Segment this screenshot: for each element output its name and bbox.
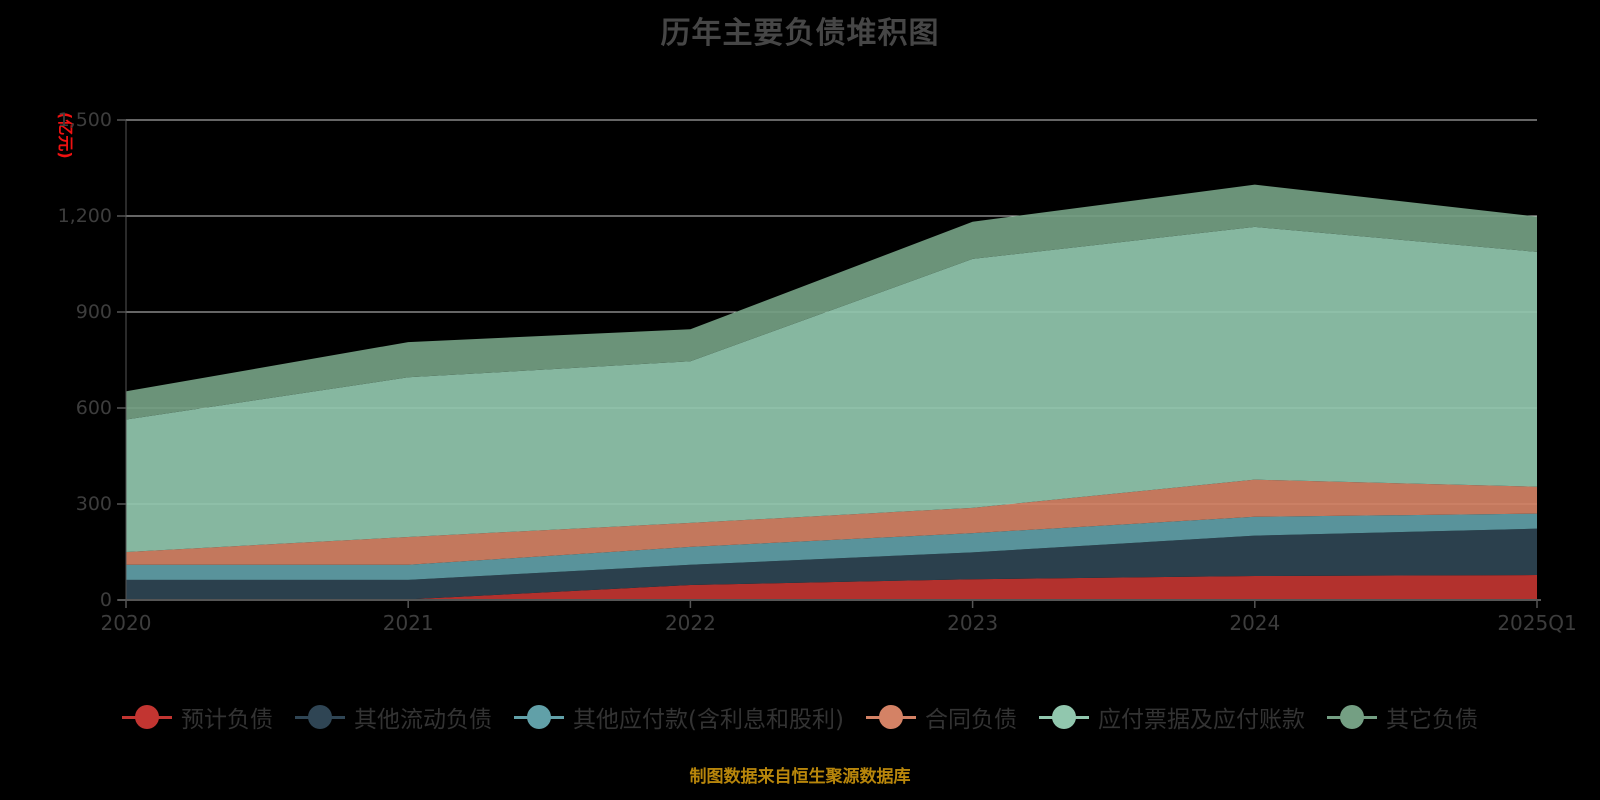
legend-line-circle-icon	[295, 704, 346, 730]
y-tick-label-1,500: 1,500	[57, 109, 112, 131]
legend-item-其他应付款(含利息和股利)[interactable]: 其他应付款(含利息和股利)	[514, 700, 844, 734]
area-series-其他应付款(含利息和股利)	[126, 513, 1537, 580]
legend-label: 其它负债	[1385, 707, 1478, 733]
area-series-其它负债	[126, 184, 1537, 420]
legend-item-预计负债[interactable]: 预计负债	[122, 700, 273, 734]
legend-line-circle-icon	[865, 704, 916, 730]
chart-legend: 预计负债 其他流动负债 其他应付款(含利息和股利) 合同负债 应付票据及应付账款 其它负债	[0, 700, 1600, 734]
legend-item-其他流动负债[interactable]: 其他流动负债	[295, 700, 492, 734]
legend-label: 其他应付款(含利息和股利)	[573, 707, 844, 733]
legend-line-circle-icon	[1038, 704, 1089, 730]
data-source-note: 制图数据来自恒生聚源数据库	[689, 767, 911, 787]
legend-line-circle-icon	[514, 704, 565, 730]
y-tick-label-600: 600	[75, 397, 112, 419]
area-series-合同负债	[126, 479, 1537, 565]
y-tick-label-300: 300	[75, 493, 112, 515]
x-tick-label-2021: 2021	[382, 611, 434, 635]
legend-label: 应付票据及应付账款	[1097, 707, 1305, 733]
chart-title: 历年主要负债堆积图	[660, 16, 940, 51]
legend-label: 合同负债	[924, 707, 1017, 733]
x-tick-label-2022: 2022	[664, 611, 716, 635]
area-series-其他流动负债	[126, 528, 1537, 600]
y-tick-label-1,200: 1,200	[57, 205, 112, 227]
legend-item-其它负债[interactable]: 其它负债	[1326, 700, 1478, 734]
legend-line-circle-icon	[122, 704, 173, 730]
y-tick-label-900: 900	[75, 301, 112, 323]
area-series-预计负债	[126, 575, 1537, 600]
legend-label: 其他流动负债	[354, 707, 493, 733]
x-tick-label-2023: 2023	[947, 611, 999, 635]
x-tick-label-2025Q1: 2025Q1	[1497, 611, 1577, 635]
legend-item-合同负债[interactable]: 合同负债	[865, 700, 1017, 734]
y-tick-label-0: 0	[99, 589, 112, 611]
legend-label: 预计负债	[181, 707, 274, 733]
x-tick-label-2024: 2024	[1229, 611, 1281, 635]
area-series-应付票据及应付账款	[126, 226, 1537, 552]
legend-line-circle-icon	[1326, 704, 1377, 730]
x-tick-label-2020: 2020	[100, 611, 152, 635]
legend-item-应付票据及应付账款[interactable]: 应付票据及应付账款	[1038, 700, 1305, 734]
